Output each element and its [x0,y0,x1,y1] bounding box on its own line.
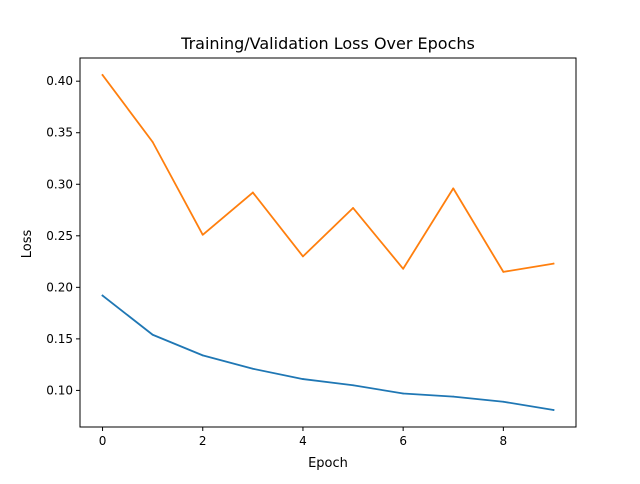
plot-frame [79,57,577,428]
series-1-point-8 [502,400,505,403]
x-tick-label-2: 2 [199,434,207,448]
series-1-point-7 [452,395,455,398]
series-layer [101,73,555,412]
y-axis-ticks: 0.10 0.15 0.20 0.25 0.30 0.35 0.40 [46,74,80,397]
y-tick-label-1: 0.15 [46,332,73,346]
y-tick-label-6: 0.40 [46,74,73,88]
y-axis-label: Loss [20,230,35,259]
y-tick-label-3: 0.25 [46,229,73,243]
series-line-2 [101,73,555,273]
series-2-point-9 [552,262,555,265]
series-2-point-3 [251,191,254,194]
series-1-point-3 [251,367,254,370]
series-2-point-6 [402,267,405,270]
series-1-point-1 [151,333,154,336]
x-tick-label-8: 8 [500,434,508,448]
series-2-point-1 [151,141,154,143]
x-tick-label-0: 0 [99,434,107,448]
series-1-point-9 [552,409,555,411]
series-2-point-2 [201,233,204,236]
series-2-point-5 [352,207,354,209]
series-1-point-6 [402,392,405,395]
series-1-point-4 [302,378,304,380]
series-2-point-7 [452,187,455,190]
plot-area [80,58,576,427]
series-1-point-2 [201,354,204,357]
series-2-point-4 [302,255,304,258]
y-tick-label-2: 0.20 [46,280,73,294]
y-tick-label-4: 0.30 [46,177,73,191]
x-axis-ticks: 0 2 4 6 8 [99,427,507,448]
series-line-1 [101,294,555,412]
y-tick-label-0: 0.10 [46,383,73,397]
x-tick-label-4: 4 [299,434,307,448]
y-tick-label-5: 0.35 [46,126,73,140]
series-1-point-0 [101,294,104,297]
series-2-point-0 [101,74,104,76]
x-tick-label-6: 6 [399,434,407,448]
chart-title: Training/Validation Loss Over Epochs [180,34,475,53]
x-axis-label: Epoch [308,456,348,471]
series-1-point-5 [352,384,354,387]
series-2-point-8 [502,270,505,273]
